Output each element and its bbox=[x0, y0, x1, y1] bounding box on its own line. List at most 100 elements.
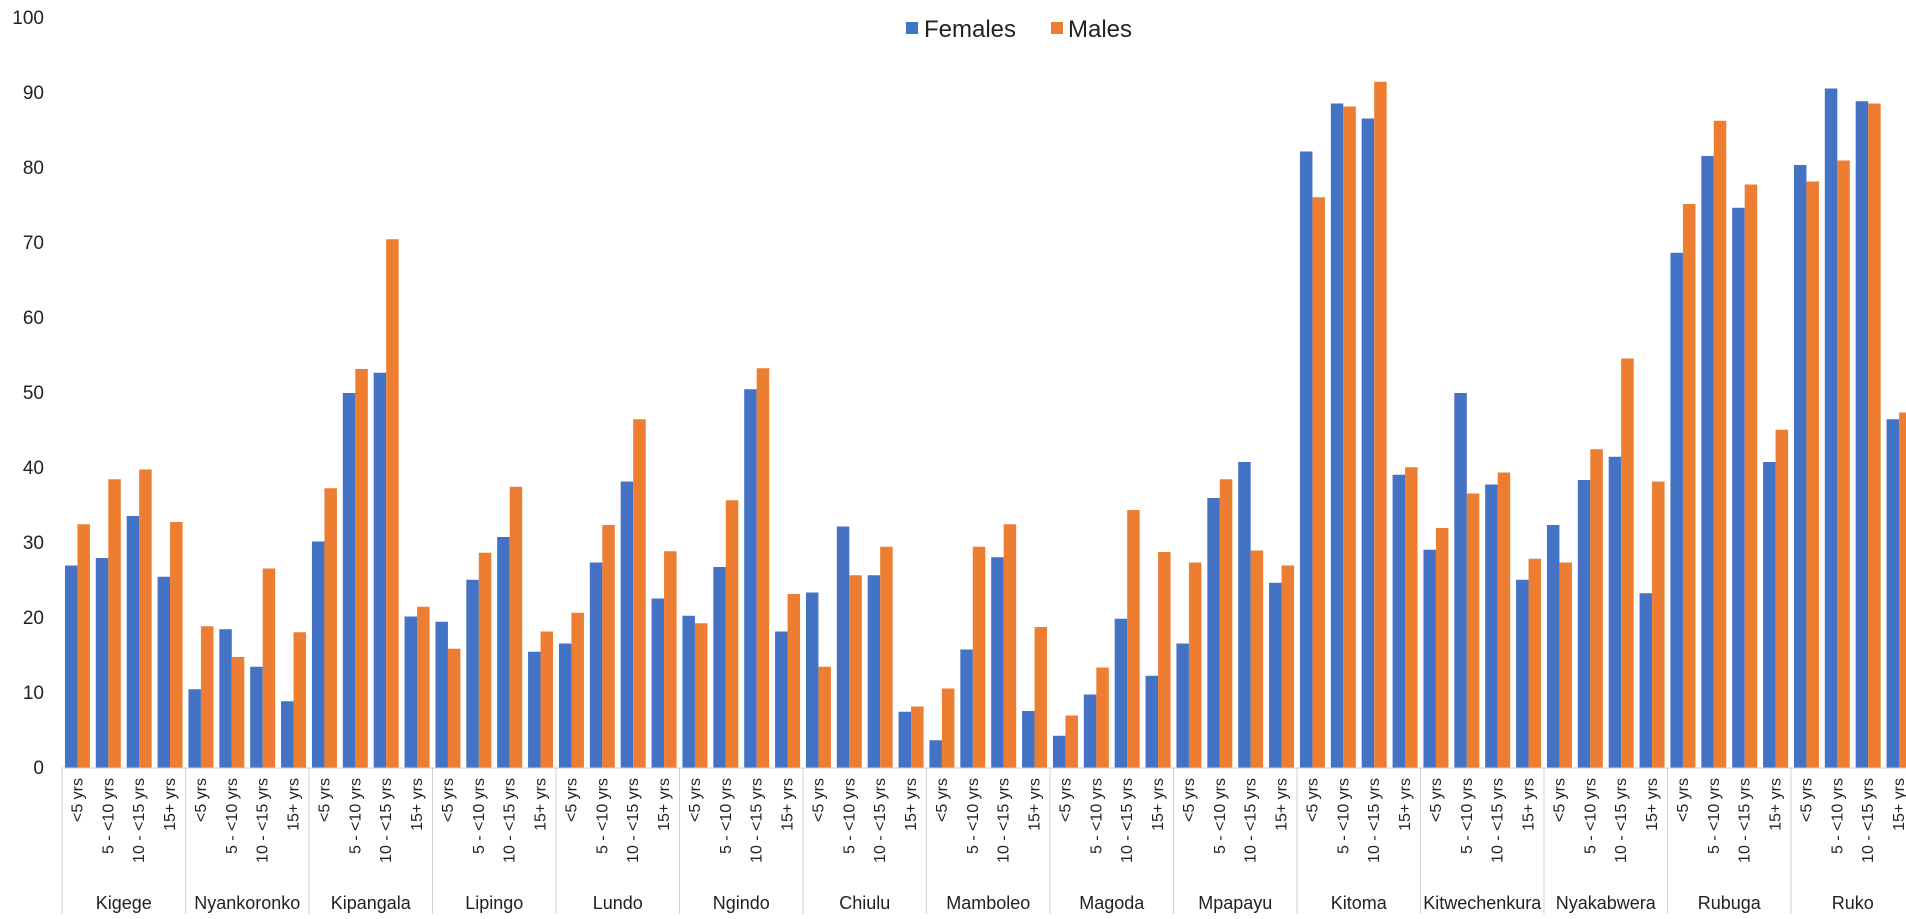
bar-females-nyakabwera-0 bbox=[1546, 525, 1560, 768]
x-tick-label: 15+ yrs bbox=[286, 778, 303, 831]
bar-males-mamboleo-3 bbox=[1034, 627, 1048, 768]
x-tick-label: <5 yrs bbox=[1304, 778, 1321, 822]
bar-females-magoda-2 bbox=[1114, 618, 1128, 768]
x-tick-label: 15+ yrs bbox=[780, 778, 797, 831]
x-tick-label: 10 - <15 yrs bbox=[1243, 778, 1260, 863]
bar-females-kigege-2 bbox=[126, 516, 140, 768]
bar-males-lipingo-0 bbox=[447, 648, 461, 768]
bar-females-nyakabwera-2 bbox=[1608, 456, 1622, 768]
bar-males-mpapayu-0 bbox=[1188, 562, 1202, 768]
x-tick-label: <5 yrs bbox=[687, 778, 704, 822]
x-tick-label: 15+ yrs bbox=[1150, 778, 1167, 831]
y-tick-label: 50 bbox=[23, 383, 44, 404]
bar-males-rubuga-0 bbox=[1682, 204, 1696, 768]
bar-females-magoda-1 bbox=[1083, 694, 1097, 768]
bar-males-chiulu-1 bbox=[849, 575, 862, 768]
x-tick-label: 15+ yrs bbox=[162, 778, 179, 831]
legend: Females Males bbox=[906, 16, 1132, 43]
bar-females-nyankoronko-3 bbox=[281, 701, 294, 768]
bar-males-magoda-2 bbox=[1127, 510, 1140, 768]
x-tick-label: 10 - <15 yrs bbox=[1490, 778, 1507, 863]
x-tick-label: 15+ yrs bbox=[1891, 778, 1906, 831]
x-tick-label: 10 - <15 yrs bbox=[625, 778, 642, 863]
bar-males-kitwechenkura-1 bbox=[1466, 493, 1480, 768]
x-tick-label: 5 - <10 yrs bbox=[1088, 778, 1105, 854]
bar-males-rubuga-1 bbox=[1713, 120, 1727, 768]
bar-females-nyankoronko-2 bbox=[250, 666, 263, 768]
bar-males-ngindo-0 bbox=[694, 623, 708, 768]
bar-males-kigege-2 bbox=[139, 469, 152, 768]
x-tick-label: 15+ yrs bbox=[1768, 778, 1785, 831]
bar-males-magoda-3 bbox=[1158, 552, 1171, 768]
x-tick-label: 10 - <15 yrs bbox=[255, 778, 272, 863]
x-tick-label: <5 yrs bbox=[934, 778, 951, 822]
x-tick-label: 15+ yrs bbox=[1397, 778, 1414, 831]
x-tick-label: 15+ yrs bbox=[1274, 778, 1291, 831]
bar-females-kitwechenkura-1 bbox=[1454, 393, 1467, 768]
x-tick-label: 10 - <15 yrs bbox=[996, 778, 1013, 863]
group-label-lipingo: Lipingo bbox=[465, 893, 523, 913]
bar-males-lundo-2 bbox=[633, 419, 646, 768]
bar-males-ruko-0 bbox=[1806, 181, 1819, 768]
bar-females-ruko-3 bbox=[1886, 419, 1900, 768]
x-axis: <5 yrs 5 - <10 yrs 10 - <15 yrs 15+ yrs Kige… bbox=[61, 767, 1906, 914]
bar-females-rubuga-1 bbox=[1701, 156, 1714, 768]
bar-females-kitwechenkura-0 bbox=[1423, 549, 1436, 768]
bar-females-lundo-2 bbox=[620, 481, 634, 768]
bars bbox=[64, 81, 1906, 768]
y-tick-label: 90 bbox=[23, 83, 44, 104]
x-tick-label: 5 - <10 yrs bbox=[965, 778, 982, 854]
bar-females-kitoma-0 bbox=[1299, 151, 1313, 768]
bar-females-kipangala-1 bbox=[342, 393, 356, 768]
x-tick-label: <5 yrs bbox=[440, 778, 457, 822]
bar-males-magoda-0 bbox=[1065, 715, 1078, 768]
x-tick-label: <5 yrs bbox=[1057, 778, 1074, 822]
bar-females-kipangala-2 bbox=[373, 372, 387, 768]
x-tick-label: 5 - <10 yrs bbox=[224, 778, 241, 854]
bar-males-mamboleo-0 bbox=[941, 688, 955, 768]
bar-females-ruko-1 bbox=[1824, 88, 1838, 768]
x-tick-label: <5 yrs bbox=[1181, 778, 1198, 822]
bar-males-nyakabwera-2 bbox=[1621, 358, 1634, 768]
bar-females-kipangala-0 bbox=[311, 541, 325, 768]
bar-males-lipingo-2 bbox=[509, 486, 523, 768]
y-tick-label: 0 bbox=[33, 758, 44, 779]
y-axis: 0 10 20 30 40 50 60 70 80 90 100 bbox=[12, 8, 44, 779]
group-label-nyankoronko: Nyankoronko bbox=[194, 893, 300, 913]
x-tick-label: <5 yrs bbox=[316, 778, 333, 822]
bar-males-kigege-1 bbox=[108, 479, 121, 768]
bar-males-nyankoronko-0 bbox=[200, 626, 214, 768]
bar-males-nyankoronko-2 bbox=[262, 568, 276, 768]
bar-females-magoda-0 bbox=[1052, 735, 1066, 768]
x-tick-label: <5 yrs bbox=[1551, 778, 1568, 822]
y-tick-label: 40 bbox=[23, 458, 44, 479]
x-tick-label: 10 - <15 yrs bbox=[1737, 778, 1754, 863]
group-label-rubuga: Rubuga bbox=[1698, 893, 1762, 913]
bar-males-nyankoronko-1 bbox=[231, 657, 245, 768]
bar-males-ruko-1 bbox=[1837, 160, 1850, 768]
y-tick-label: 70 bbox=[23, 233, 44, 254]
bar-males-kitoma-1 bbox=[1343, 106, 1356, 768]
x-tick-label: 10 - <15 yrs bbox=[131, 778, 148, 863]
bar-females-mamboleo-2 bbox=[991, 557, 1004, 768]
y-tick-label: 80 bbox=[23, 158, 44, 179]
bar-females-lipingo-3 bbox=[528, 651, 541, 768]
x-tick-label: 10 - <15 yrs bbox=[749, 778, 766, 863]
x-tick-label: 15+ yrs bbox=[656, 778, 673, 831]
x-tick-label: 10 - <15 yrs bbox=[1366, 778, 1383, 863]
bar-females-nyakabwera-3 bbox=[1639, 593, 1653, 768]
bar-males-kipangala-2 bbox=[386, 239, 399, 768]
bar-males-lundo-0 bbox=[571, 612, 584, 768]
group-label-chiulu: Chiulu bbox=[839, 893, 890, 913]
bar-males-kipangala-0 bbox=[324, 488, 337, 768]
bar-females-kitoma-2 bbox=[1361, 118, 1375, 768]
y-tick-label: 20 bbox=[23, 608, 44, 629]
bar-males-mpapayu-3 bbox=[1281, 565, 1295, 768]
x-tick-label: <5 yrs bbox=[1798, 778, 1815, 822]
x-tick-label: 10 - <15 yrs bbox=[1613, 778, 1630, 863]
bar-males-chiulu-0 bbox=[818, 666, 831, 768]
x-tick-label: 5 - <10 yrs bbox=[1459, 778, 1476, 854]
bar-females-rubuga-2 bbox=[1732, 207, 1745, 768]
group-label-kitoma: Kitoma bbox=[1331, 893, 1388, 913]
x-tick-label: 10 - <15 yrs bbox=[1119, 778, 1136, 863]
